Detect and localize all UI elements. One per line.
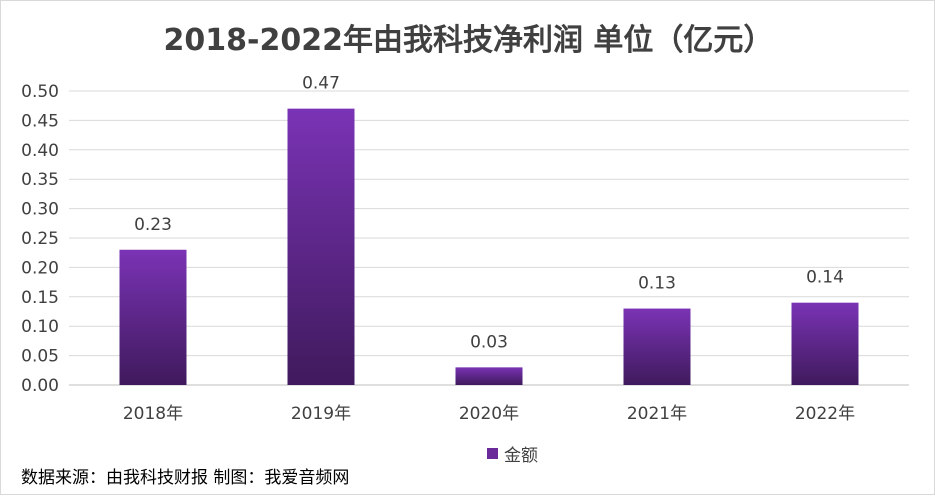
gridlines: [69, 90, 909, 386]
y-tick-label: 0.45: [21, 111, 59, 131]
bar: [455, 367, 523, 385]
data-label: 0.23: [134, 215, 172, 235]
data-labels: 0.23 0.47 0.03 0.13 0.14: [134, 74, 844, 353]
y-tick-label: 0.05: [21, 347, 59, 367]
bar: [287, 108, 355, 385]
y-tick-label: 0.15: [21, 288, 59, 308]
source-note: 数据来源：由我科技财报 制图：我爱音频网: [21, 468, 350, 488]
y-tick-label: 0.00: [21, 376, 59, 396]
data-label: 0.14: [806, 268, 844, 288]
chart-title: 2018-2022年由我科技净利润 单位（亿元）: [163, 23, 774, 58]
x-tick-label: 2020年: [459, 404, 519, 424]
y-tick-label: 0.35: [21, 170, 59, 190]
y-axis-ticks: 0.00 0.05 0.10 0.15 0.20 0.25 0.30 0.35 0.40 0.45…: [21, 82, 59, 396]
data-label: 0.03: [470, 332, 508, 352]
y-tick-label: 0.50: [21, 82, 59, 102]
bar: [791, 302, 859, 385]
y-tick-label: 0.10: [21, 317, 59, 337]
x-tick-label: 2021年: [627, 404, 687, 424]
data-label: 0.47: [302, 74, 340, 94]
y-tick-label: 0.20: [21, 258, 59, 278]
legend: 金额: [487, 441, 538, 466]
y-tick-label: 0.40: [21, 141, 59, 161]
y-tick-label: 0.25: [21, 229, 59, 249]
x-tick-label: 2019年: [291, 404, 351, 424]
bars: [119, 108, 859, 385]
legend-label: 金额: [504, 446, 538, 466]
bar: [119, 249, 187, 385]
x-axis-ticks: 2018年 2019年 2020年 2021年 2022年: [123, 404, 855, 424]
legend-swatch: [487, 448, 498, 459]
x-tick-label: 2018年: [123, 404, 183, 424]
bar: [623, 308, 691, 385]
data-label: 0.13: [638, 274, 676, 294]
y-tick-label: 0.30: [21, 200, 59, 220]
x-tick-label: 2022年: [795, 404, 855, 424]
